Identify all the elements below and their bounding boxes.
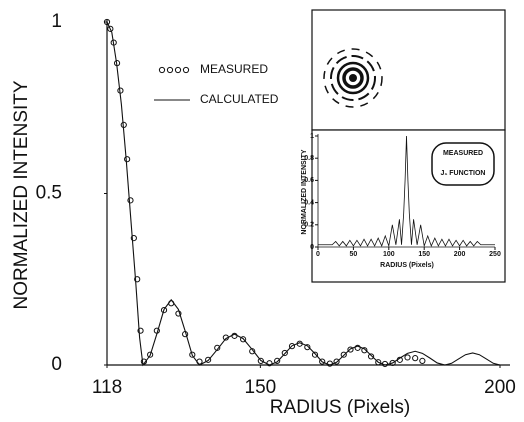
x-tick-label: 0 <box>316 251 320 258</box>
legend-marker <box>167 67 172 72</box>
measured-point <box>405 355 410 360</box>
y-tick-label: 0 <box>51 354 62 375</box>
inset-x-axis-title: RADIUS (Pixels) <box>380 262 434 269</box>
legend-marker <box>183 67 188 72</box>
x-axis-title: RADIUS (Pixels) <box>270 397 410 418</box>
y-tick-label: 1 <box>310 133 314 140</box>
legend-marker <box>159 67 164 72</box>
x-tick-label: 200 <box>484 377 516 398</box>
y-tick-label: 0.2 <box>304 222 314 229</box>
y-tick-label: 1 <box>51 11 62 32</box>
measured-point <box>125 157 130 162</box>
y-tick-label: 0.6 <box>304 177 314 184</box>
x-tick-label: 250 <box>489 251 501 258</box>
measured-point <box>128 198 133 203</box>
measured-point <box>413 356 418 361</box>
y-tick-label: 0.8 <box>304 155 314 162</box>
x-tick-label: 118 <box>92 377 122 398</box>
inset-legend-text: J₁ FUNCTION <box>441 170 486 177</box>
x-tick-label: 50 <box>350 251 358 258</box>
inset-legend-text: MEASURED <box>443 150 483 157</box>
legend-label: MEASURED <box>200 62 268 76</box>
legend-label: CALCULATED <box>200 92 279 106</box>
y-tick-label: 0.5 <box>36 183 62 204</box>
x-tick-label: 100 <box>383 251 395 258</box>
legend-marker <box>175 67 180 72</box>
x-tick-label: 200 <box>454 251 466 258</box>
page: MEASURED J₁ FUNCTION RADIUS (Pixels) NOR… <box>0 0 524 422</box>
x-tick-label: 150 <box>418 251 430 258</box>
y-tick-label: 0 <box>310 244 314 251</box>
y-tick-label: 0.4 <box>304 199 314 206</box>
measured-point <box>420 358 425 363</box>
x-tick-label: 150 <box>245 377 277 398</box>
figure: MEASURED J₁ FUNCTION RADIUS (Pixels) NOR… <box>0 0 524 422</box>
y-axis-title: NORMALIZED INTENSITY <box>11 80 32 309</box>
